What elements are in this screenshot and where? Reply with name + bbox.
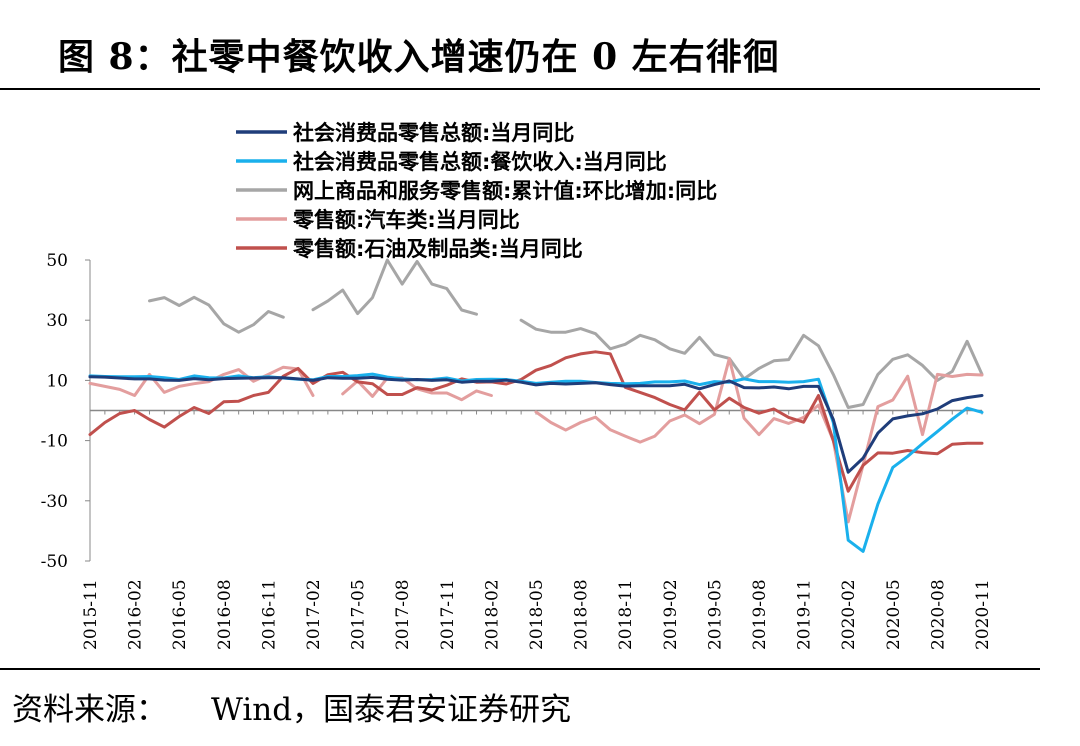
x-tick-label: 2020-05 xyxy=(884,579,904,650)
x-tick-label: 2015-11 xyxy=(81,579,101,650)
y-tick-label: -30 xyxy=(41,492,68,512)
x-tick-label: 2018-08 xyxy=(572,579,592,650)
y-tick-label: -10 xyxy=(41,432,68,452)
series-line-1 xyxy=(88,375,984,474)
legend-label-1: 社会消费品零售总额:当月同比 xyxy=(292,121,574,145)
figure-title: 图 8：社零中餐饮收入增速仍在 0 左右徘徊 xyxy=(58,36,780,78)
line-chart: 50 30 10 -10 -30 -50 2015-11 2016-02 2016-05 2016… xyxy=(41,121,993,650)
x-tick-label: 2019-02 xyxy=(661,579,681,650)
y-tick-label: 30 xyxy=(46,311,68,331)
x-tick-label: 2019-05 xyxy=(705,579,725,650)
source-note: 资料来源： Wind，国泰君安证券研究 xyxy=(12,684,571,729)
x-tick-label: 2016-05 xyxy=(170,579,190,650)
x-tick-label: 2020-02 xyxy=(839,579,859,650)
y-tick-label: 50 xyxy=(46,251,68,271)
x-tick-label: 2018-05 xyxy=(527,579,547,650)
source-label: 资料来源： xyxy=(12,692,167,728)
series-layer xyxy=(88,258,984,553)
x-tick-label: 2019-11 xyxy=(795,579,815,650)
legend-label-4: 零售额:汽车类:当月同比 xyxy=(292,208,520,232)
x-tick-label: 2017-11 xyxy=(438,579,458,650)
legend-label-3: 网上商品和服务零售额:累计值:环比增加:同比 xyxy=(293,179,717,203)
y-tick-label: 10 xyxy=(46,371,68,391)
x-tick-label: 2020-08 xyxy=(928,579,948,650)
legend-label-2: 社会消费品零售总额:餐饮收入:当月同比 xyxy=(292,150,667,174)
chart-legend: 社会消费品零售总额:当月同比社会消费品零售总额:餐饮收入:当月同比网上商品和服务… xyxy=(236,121,717,261)
x-tick-label: 2018-02 xyxy=(482,579,502,650)
x-tick-label: 2020-11 xyxy=(973,579,993,650)
x-tick-label: 2017-02 xyxy=(304,579,324,650)
x-tick-label: 2017-05 xyxy=(349,579,369,650)
title-divider xyxy=(0,88,1040,90)
chart-axes: 50 30 10 -10 -30 -50 2015-11 2016-02 2016-05 2016… xyxy=(41,251,993,650)
series-line-3 xyxy=(148,258,984,409)
x-tick-label: 2016-08 xyxy=(215,579,235,650)
series-line-5 xyxy=(88,350,984,493)
x-tick-label: 2016-11 xyxy=(259,579,279,650)
x-tick-label: 2017-08 xyxy=(393,579,413,650)
x-tick-label: 2016-02 xyxy=(126,579,146,650)
source-text: Wind，国泰君安证券研究 xyxy=(211,692,572,728)
x-tick-label: 2018-11 xyxy=(616,579,636,650)
legend-label-5: 零售额:石油及制品类:当月同比 xyxy=(292,237,583,261)
source-divider xyxy=(0,668,1040,670)
x-tick-label: 2019-08 xyxy=(750,579,770,650)
y-tick-label: -50 xyxy=(41,552,68,572)
